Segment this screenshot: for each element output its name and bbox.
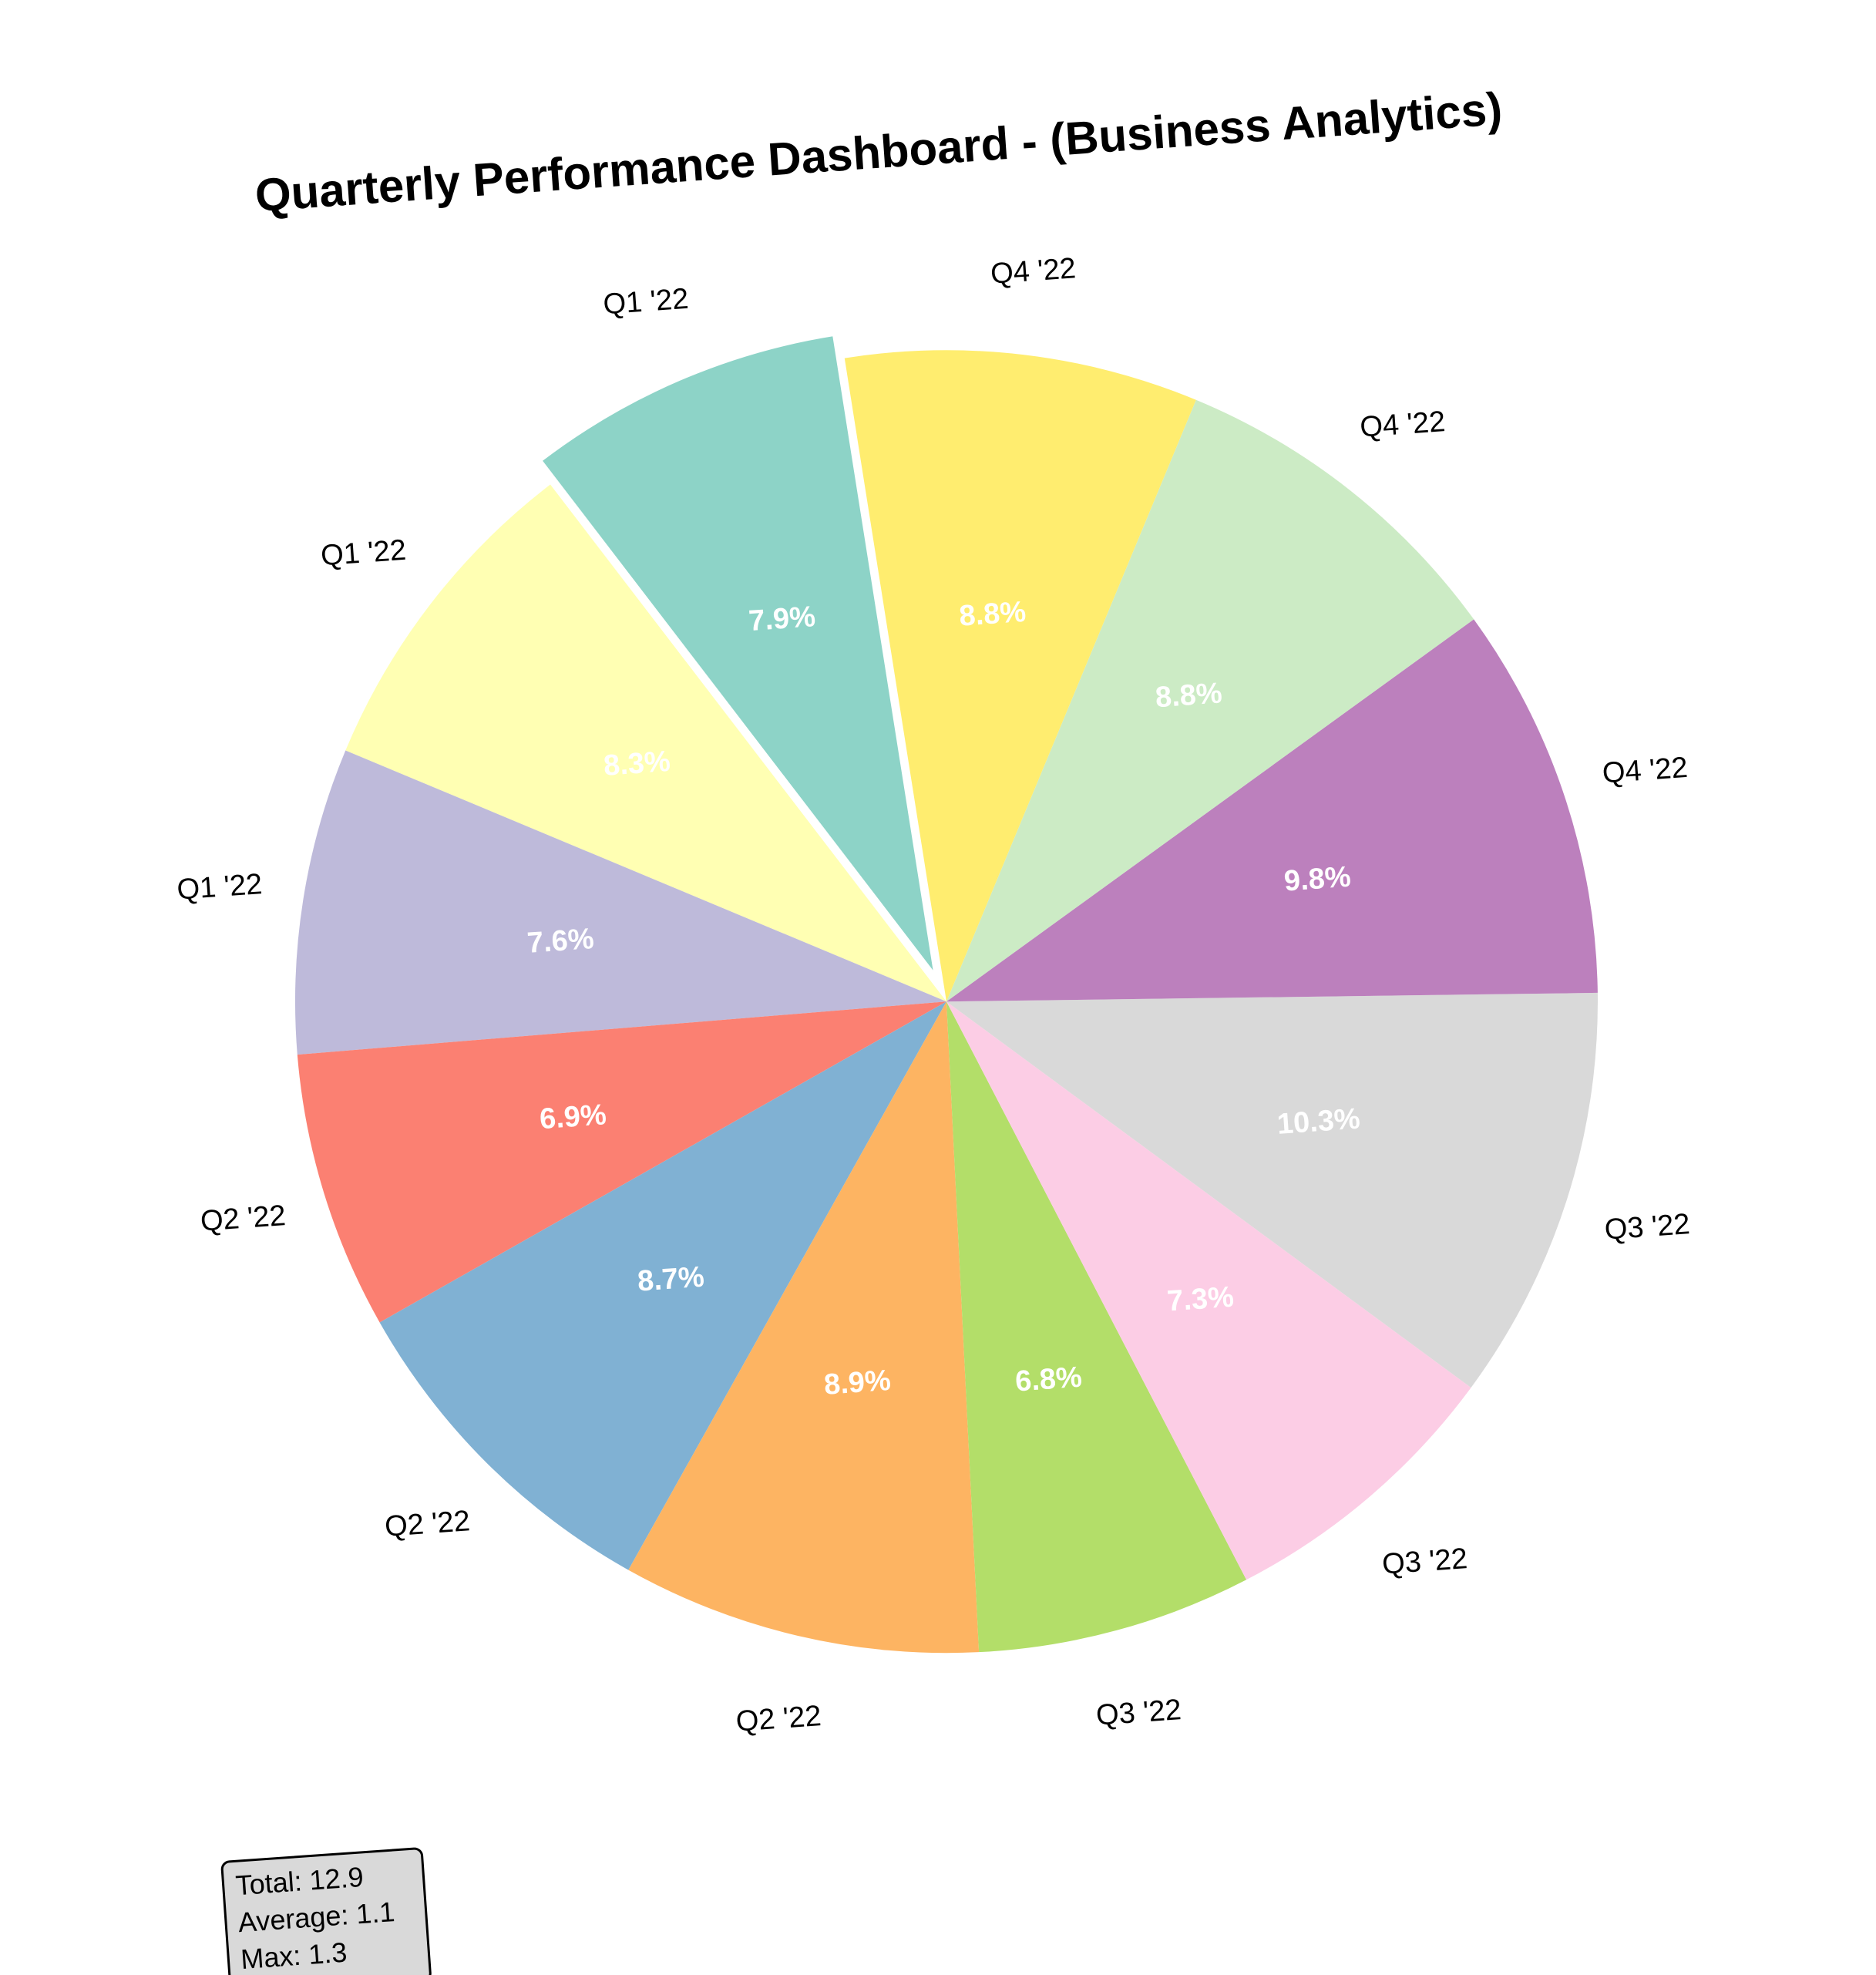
slice-label-8: Q3 '22 xyxy=(1381,1543,1468,1581)
percent-label-8: 7.3% xyxy=(1166,1281,1235,1318)
slice-label-1: Q1 '22 xyxy=(602,283,689,321)
slice-label-10: Q4 '22 xyxy=(1602,752,1689,790)
pie-slice-12 xyxy=(844,350,1196,1002)
pie-slice-10 xyxy=(946,619,1598,1002)
slice-label-4: Q2 '22 xyxy=(200,1199,287,1238)
pie-slice-9 xyxy=(946,992,1598,1388)
percent-label-2: 8.3% xyxy=(603,745,671,782)
stats-box-background xyxy=(220,1847,432,1975)
stats-max: Max: 1.3 xyxy=(240,1936,348,1975)
slice-label-12: Q4 '22 xyxy=(990,252,1077,291)
percent-label-10: 9.8% xyxy=(1283,861,1352,898)
stats-box: Total: 12.9 Average: 1.1 Max: 1.3 xyxy=(220,1847,432,1975)
slice-label-5: Q2 '22 xyxy=(384,1505,471,1543)
chart-title: Quarterly Performance Dashboard - (Busin… xyxy=(254,82,1504,221)
percent-label-4: 6.9% xyxy=(539,1099,607,1136)
slice-label-9: Q3 '22 xyxy=(1604,1208,1691,1247)
pie-slice-6 xyxy=(628,1001,980,1654)
pie-slice-7 xyxy=(946,1001,1247,1653)
pie-slice-8 xyxy=(946,1001,1471,1580)
pie-slice-5 xyxy=(379,1001,946,1570)
slice-label-11: Q4 '22 xyxy=(1359,405,1446,444)
percent-label-12: 8.8% xyxy=(958,596,1027,633)
slice-label-3: Q1 '22 xyxy=(176,868,263,907)
slice-label-7: Q3 '22 xyxy=(1095,1694,1182,1732)
percent-label-9: 10.3% xyxy=(1276,1102,1361,1140)
slice-label-2: Q1 '22 xyxy=(320,534,407,573)
percent-label-1: 7.9% xyxy=(748,601,816,638)
pie-slice-3 xyxy=(294,750,946,1055)
pie-slice-4 xyxy=(297,1001,946,1323)
slice-label-6: Q2 '22 xyxy=(735,1700,822,1738)
percent-label-6: 8.9% xyxy=(823,1364,892,1401)
pie-slice-11 xyxy=(946,399,1474,1002)
percent-label-3: 7.6% xyxy=(526,923,595,960)
percent-label-7: 6.8% xyxy=(1014,1361,1083,1398)
pie-slice-2 xyxy=(345,484,946,1002)
percent-label-5: 8.7% xyxy=(637,1261,705,1298)
pie-slice-1 xyxy=(537,331,939,979)
percent-label-11: 8.8% xyxy=(1155,677,1223,714)
